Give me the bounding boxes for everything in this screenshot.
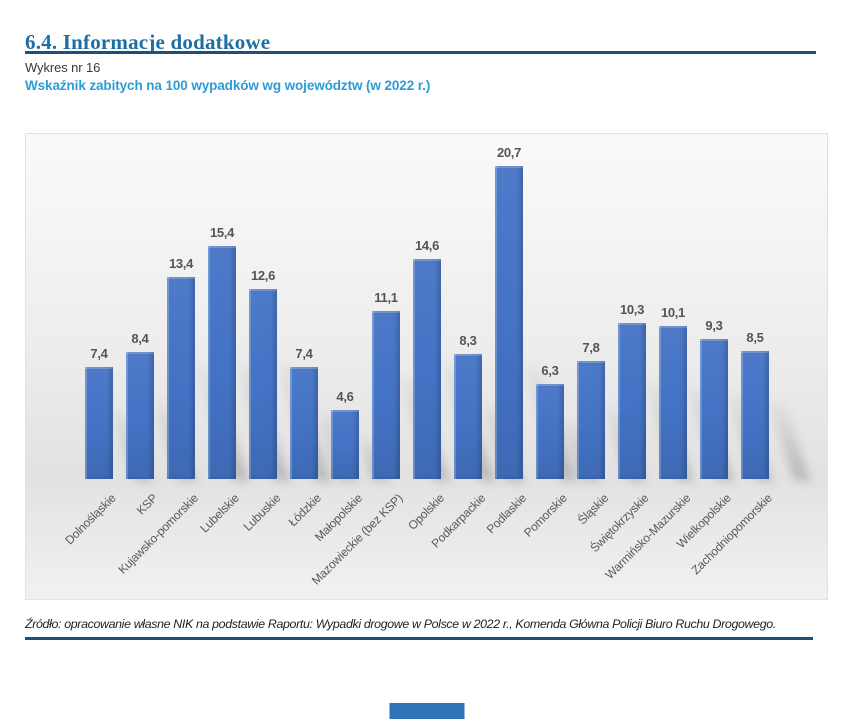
x-label-slot: Mazowieckie (bez KSP)	[309, 489, 406, 599]
bar	[372, 311, 400, 479]
x-axis-label: Lubelskie	[197, 491, 242, 536]
x-axis-label: Pomorskie	[521, 491, 570, 540]
x-label-slot: Podkarpackie	[428, 489, 488, 599]
bar-value-label: 12,6	[250, 268, 276, 283]
bar-value-label: 10,1	[660, 305, 686, 320]
bar	[413, 259, 441, 479]
bar	[700, 339, 728, 479]
bar-value-label: 11,1	[374, 290, 398, 305]
bar-slot: 10,3	[618, 134, 646, 479]
bar-slot: 8,5	[741, 134, 769, 479]
bar	[618, 323, 646, 479]
bar-slot: 15,4	[208, 134, 236, 479]
x-axis-label: Lubuskie	[240, 491, 283, 534]
footer-rule	[25, 637, 813, 640]
page-footer-bar	[389, 703, 464, 719]
bar-slot: 7,4	[290, 134, 318, 479]
bar	[85, 367, 113, 479]
bar-slot: 10,1	[659, 134, 687, 479]
bar-value-label: 6,3	[541, 363, 559, 378]
bar-slot: 13,4	[167, 134, 195, 479]
bar	[454, 354, 482, 479]
bar-slot: 14,6	[413, 134, 441, 479]
bar-value-label: 14,6	[414, 238, 440, 253]
bar-slot: 9,3	[700, 134, 728, 479]
bar	[495, 166, 523, 479]
bar	[331, 410, 359, 479]
plot-area: 7,4 8,4 13,4 15,4 12,6 7,4 4,6 11,1 14,6 8,3 20,7 6…	[85, 134, 769, 479]
bar	[249, 289, 277, 479]
bar-value-label: 7,4	[90, 346, 108, 361]
bar	[126, 352, 154, 479]
bar-value-label: 13,4	[168, 256, 194, 271]
bar-slot: 7,4	[85, 134, 113, 479]
bar	[741, 351, 769, 479]
bar-value-label: 8,3	[459, 333, 477, 348]
bar-value-label: 7,8	[582, 340, 600, 355]
bar-value-label: 10,3	[619, 302, 645, 317]
x-axis-label: Dolnośląskie	[62, 491, 119, 548]
figure-label: Wykres nr 16	[25, 60, 101, 75]
x-label-slot: Lubuskie	[240, 489, 283, 599]
x-label-slot: Zachodniopomorskie	[689, 489, 775, 599]
bar	[659, 326, 687, 479]
bar-slot: 6,3	[536, 134, 564, 479]
chart-panel: 7,4 8,4 13,4 15,4 12,6 7,4 4,6 11,1 14,6 8,3 20,7 6…	[25, 133, 828, 600]
x-axis-label: Łódzkie	[285, 491, 324, 530]
x-label-slot: Podlaskie	[483, 489, 528, 599]
x-axis-label: Śląskie	[574, 491, 611, 528]
x-label-slot: Kujawsko-pomorskie	[115, 489, 201, 599]
bar-slot: 7,8	[577, 134, 605, 479]
bar	[208, 246, 236, 479]
x-label-slot: Dolnośląskie	[63, 489, 119, 599]
section-title: 6.4. Informacje dodatkowe	[25, 30, 271, 55]
bar	[577, 361, 605, 479]
bar-value-label: 9,3	[705, 318, 723, 333]
bar-value-label: 4,6	[336, 389, 354, 404]
source-note: Źródło: opracowanie własne NIK na podsta…	[25, 617, 776, 631]
bar-slot: 8,4	[126, 134, 154, 479]
bar-value-label: 20,7	[496, 145, 522, 160]
header-rule	[25, 51, 816, 54]
bar-slot: 8,3	[454, 134, 482, 479]
bar-value-label: 7,4	[295, 346, 313, 361]
bar-slot: 4,6	[331, 134, 359, 479]
bar-slot: 12,6	[249, 134, 277, 479]
bar-slot: 20,7	[495, 134, 523, 479]
x-axis-label: KSP	[133, 491, 160, 518]
bar	[167, 277, 195, 479]
bar	[290, 367, 318, 479]
x-label-slot: Pomorskie	[521, 489, 570, 599]
x-axis-label: Opolskie	[405, 491, 447, 533]
figure-title: Wskaźnik zabitych na 100 wypadków wg woj…	[25, 78, 431, 93]
bar-value-label: 15,4	[209, 225, 235, 240]
x-axis-labels: Dolnośląskie KSP Kujawsko-pomorskie Lubelsk…	[63, 489, 775, 599]
bar	[536, 384, 564, 479]
bar-value-label: 8,5	[746, 330, 764, 345]
x-label-slot: Lubelskie	[197, 489, 241, 599]
bar-slot: 11,1	[372, 134, 400, 479]
bar-value-label: 8,4	[131, 331, 149, 346]
